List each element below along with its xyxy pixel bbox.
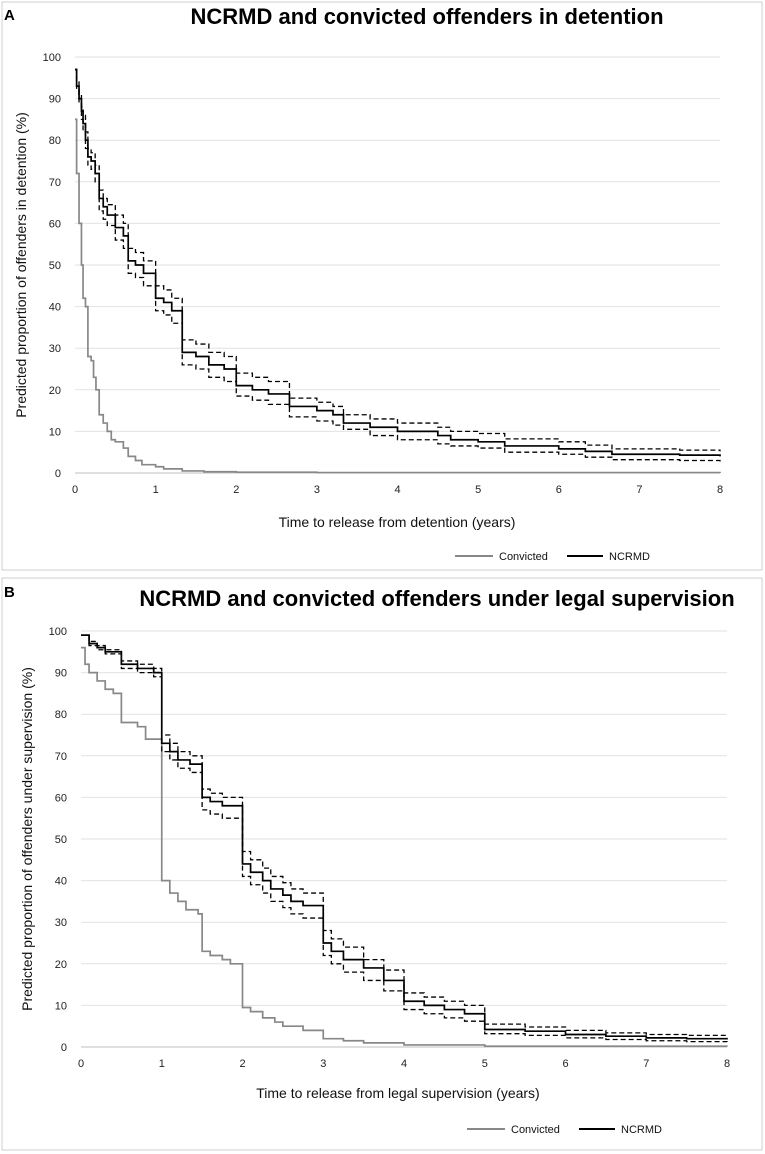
x-tick-label: 3 — [320, 1058, 326, 1070]
x-tick-label: 2 — [233, 484, 239, 496]
panel-a: A NCRMD and convicted offenders in detent… — [1, 1, 763, 571]
y-axis-label: Predicted proportion of offenders under … — [19, 667, 35, 1011]
chart-title: NCRMD and convicted offenders in detenti… — [190, 4, 663, 29]
legend-label-ncrmd: NCRMD — [621, 1124, 662, 1136]
y-tick-label: 30 — [49, 343, 61, 355]
y-tick-label: 0 — [55, 468, 61, 480]
x-tick-label: 5 — [475, 484, 481, 496]
x-tick-label: 7 — [636, 484, 642, 496]
x-tick-label: 0 — [78, 1058, 84, 1070]
x-tick-label: 6 — [556, 484, 562, 496]
x-tick-label: 1 — [153, 484, 159, 496]
panel-b: B NCRMD and convicted offenders under leg… — [1, 577, 763, 1151]
series-line-ncrmd-upper-95-ci — [75, 68, 721, 452]
y-tick-label: 80 — [55, 709, 67, 721]
y-tick-label: 50 — [55, 834, 67, 846]
x-tick-label: 4 — [394, 484, 400, 496]
series-line-convicted — [75, 118, 721, 474]
series-line-ncrmd — [75, 68, 721, 457]
panel-label: A — [4, 7, 15, 24]
y-tick-label: 60 — [49, 218, 61, 230]
y-tick-label: 0 — [61, 1042, 67, 1054]
y-tick-label: 30 — [55, 917, 67, 929]
x-axis-label: Time to release from legal supervision (… — [256, 1085, 539, 1101]
y-tick-label: 50 — [49, 260, 61, 272]
y-tick-label: 40 — [49, 302, 61, 314]
panel-label: B — [4, 584, 15, 601]
x-tick-label: 6 — [562, 1058, 568, 1070]
y-tick-label: 70 — [49, 177, 61, 189]
x-axis-label: Time to release from detention (years) — [279, 514, 516, 530]
y-axis-label: Predicted proportion of offenders in det… — [13, 112, 29, 418]
panel-frame — [1, 577, 763, 1151]
y-tick-label: 20 — [55, 959, 67, 971]
x-tick-label: 0 — [72, 484, 78, 496]
y-tick-label: 90 — [55, 668, 67, 680]
legend-label-convicted: Convicted — [499, 551, 548, 563]
y-tick-label: 70 — [55, 751, 67, 763]
y-tick-label: 10 — [55, 1000, 67, 1012]
y-tick-label: 10 — [49, 426, 61, 438]
panel-frame — [1, 1, 763, 571]
x-tick-label: 1 — [159, 1058, 165, 1070]
series-line-ncrmd-lower-95-ci — [75, 68, 721, 462]
y-tick-label: 100 — [49, 626, 67, 638]
x-tick-label: 8 — [717, 484, 723, 496]
y-tick-label: 100 — [43, 52, 61, 64]
y-tick-label: 40 — [55, 876, 67, 888]
chart-title: NCRMD and convicted offenders under lega… — [139, 586, 734, 611]
x-tick-label: 5 — [482, 1058, 488, 1070]
y-tick-label: 20 — [49, 385, 61, 397]
series-line-ncrmd-lower-95-ci — [81, 634, 728, 1043]
x-tick-label: 2 — [239, 1058, 245, 1070]
y-tick-label: 60 — [55, 792, 67, 804]
legend-label-convicted: Convicted — [511, 1124, 560, 1136]
x-tick-label: 3 — [314, 484, 320, 496]
y-tick-label: 80 — [49, 135, 61, 147]
x-tick-label: 4 — [401, 1058, 407, 1070]
legend-label-ncrmd: NCRMD — [609, 551, 650, 563]
series-line-convicted — [81, 646, 728, 1048]
x-tick-label: 8 — [724, 1058, 730, 1070]
y-tick-label: 90 — [49, 94, 61, 106]
series-line-ncrmd-upper-95-ci — [81, 634, 728, 1037]
x-tick-label: 7 — [643, 1058, 649, 1070]
